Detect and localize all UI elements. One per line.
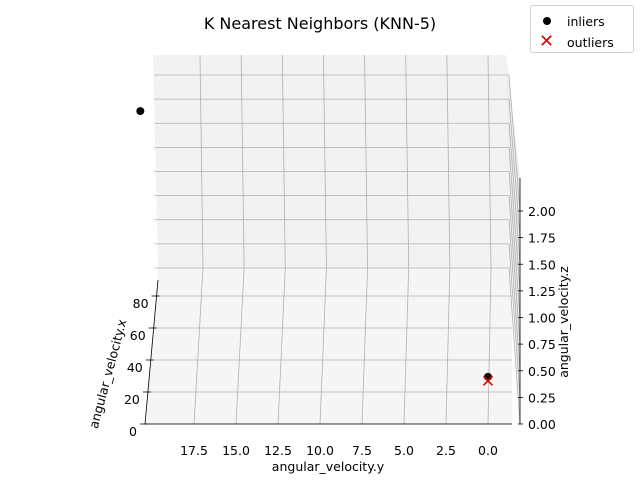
grid-line-y-back (323, 54, 327, 269)
grid-lines (145, 54, 521, 425)
grid-line-y-back (446, 54, 451, 269)
y-tick-label: 7.5 (352, 443, 372, 458)
grid-line-z-side (508, 74, 521, 212)
data-marks (136, 107, 494, 386)
legend-label-outliers: outliers (567, 34, 614, 50)
x-axis-line (144, 279, 159, 425)
grid-line-y-back (240, 54, 245, 269)
grid-line-y-back (364, 54, 368, 269)
grid-line-z-side (508, 219, 521, 371)
outlier-point (482, 375, 494, 386)
z-tick-label: 1.50 (528, 257, 556, 272)
grid-line-z-side (508, 195, 521, 345)
y-axis-label: angular_velocity.y (272, 459, 385, 474)
grid-line-z-side (508, 267, 521, 425)
tick-labels: 17.5 15.0 12.5 10.0 7.5 5.0 2.5 0.0 0.00 0.25 0.50… (124, 204, 556, 458)
inlier-point (136, 107, 145, 116)
legend-item-outliers: ✕ outliers (539, 31, 614, 52)
x-tick-label: 40 (127, 360, 143, 375)
grid-line-z-side (508, 147, 521, 291)
x-tick-label: 60 (130, 328, 146, 343)
grid-line-z-side (508, 243, 521, 398)
z-tick-label: 1.25 (528, 284, 556, 299)
x-tick-label: 20 (124, 392, 140, 407)
grid-line-y-back (487, 54, 492, 269)
side-pane (506, 55, 520, 424)
z-tick-label: 2.00 (528, 204, 556, 219)
x-axis-label: angular_velocity.x (86, 318, 130, 430)
y-tick-label: 10.0 (306, 443, 334, 458)
y-tick-label: 17.5 (180, 443, 208, 458)
z-tick-label: 0.00 (528, 417, 556, 432)
grid-line-y-floor (319, 267, 327, 425)
grid-line-y-back (405, 54, 410, 269)
z-axis-label: angular_velocity.z (556, 266, 571, 378)
y-tick-label: 0.0 (478, 443, 498, 458)
grid-line-z-side (508, 123, 521, 265)
legend: inliers ✕ outliers (530, 5, 634, 53)
floor-pane (145, 268, 512, 424)
grid-line-y-back (281, 54, 286, 269)
y-tick-label: 15.0 (222, 443, 250, 458)
y-tick-label: 5.0 (394, 443, 414, 458)
z-tick-label: 0.75 (528, 337, 556, 352)
z-tick-label: 1.00 (528, 311, 556, 326)
inlier-marker-icon (539, 13, 555, 29)
outlier-stroke (482, 375, 494, 386)
grid-line-y-floor (403, 267, 410, 425)
legend-item-inliers: inliers (539, 12, 605, 30)
chart-title: K Nearest Neighbors (KNN-5) (204, 14, 436, 33)
z-tick-label: 0.50 (528, 364, 556, 379)
grid-line-z-side (508, 171, 521, 318)
grid-line-z-side (508, 99, 521, 238)
grid-line-y-floor (193, 267, 204, 425)
z-tick-label: 1.75 (528, 231, 556, 246)
grid-line-y-floor (445, 267, 451, 425)
y-tick-label: 2.5 (436, 443, 456, 458)
x-tick-label: 0 (129, 424, 137, 439)
grid-line-y-floor (277, 267, 286, 425)
z-tick-label: 0.25 (528, 390, 556, 405)
grid-line-y-back (199, 54, 204, 269)
grid-line-y-floor (361, 267, 368, 425)
y-tick-label: 12.5 (264, 443, 292, 458)
grid-line-y-floor (487, 267, 492, 425)
outlier-marker-icon: ✕ (539, 31, 555, 52)
inlier-point (484, 372, 492, 381)
back-pane (153, 55, 512, 268)
grid-line-y-floor (235, 267, 245, 425)
x-tick-label: 80 (133, 296, 149, 311)
legend-label-inliers: inliers (567, 13, 605, 29)
